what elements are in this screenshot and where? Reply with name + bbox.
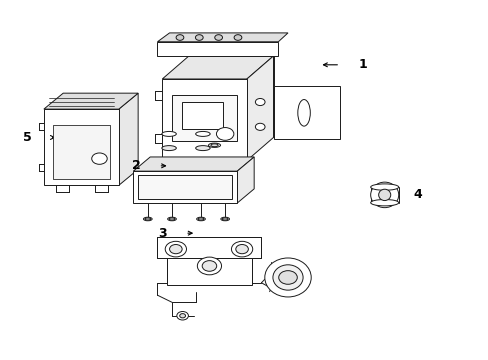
Ellipse shape — [221, 217, 229, 221]
Circle shape — [214, 35, 222, 40]
Bar — [138, 175, 232, 199]
Circle shape — [197, 257, 221, 275]
Ellipse shape — [264, 258, 310, 297]
Polygon shape — [119, 93, 138, 185]
Polygon shape — [162, 79, 246, 161]
Circle shape — [180, 314, 185, 318]
Circle shape — [165, 241, 186, 257]
Ellipse shape — [370, 184, 398, 190]
Polygon shape — [162, 56, 273, 79]
Circle shape — [92, 153, 107, 164]
Circle shape — [169, 244, 182, 254]
Ellipse shape — [304, 100, 315, 126]
Circle shape — [177, 311, 188, 320]
Polygon shape — [188, 56, 273, 138]
Ellipse shape — [272, 265, 303, 290]
Text: 4: 4 — [413, 188, 422, 201]
Ellipse shape — [378, 189, 390, 201]
Text: 2: 2 — [132, 159, 140, 172]
Ellipse shape — [167, 217, 176, 221]
Ellipse shape — [162, 131, 176, 136]
Ellipse shape — [198, 218, 203, 220]
Ellipse shape — [162, 145, 176, 150]
Ellipse shape — [297, 100, 310, 126]
Polygon shape — [157, 42, 278, 56]
Polygon shape — [237, 157, 254, 203]
Circle shape — [255, 99, 264, 105]
Ellipse shape — [143, 217, 152, 221]
Ellipse shape — [196, 217, 205, 221]
Circle shape — [235, 244, 248, 254]
Polygon shape — [246, 56, 273, 161]
Ellipse shape — [169, 218, 175, 220]
Polygon shape — [133, 157, 254, 171]
Bar — [181, 102, 223, 129]
Ellipse shape — [222, 218, 227, 220]
Ellipse shape — [208, 143, 220, 147]
Circle shape — [216, 127, 233, 140]
Text: 3: 3 — [158, 227, 167, 240]
Polygon shape — [44, 109, 119, 185]
Polygon shape — [167, 258, 251, 284]
Ellipse shape — [195, 145, 210, 150]
Ellipse shape — [144, 218, 150, 220]
Bar — [172, 95, 237, 141]
Polygon shape — [157, 237, 261, 258]
Circle shape — [195, 35, 203, 40]
Circle shape — [231, 241, 252, 257]
Bar — [53, 125, 110, 179]
Circle shape — [202, 261, 216, 271]
Circle shape — [255, 123, 264, 130]
Ellipse shape — [370, 199, 398, 206]
Ellipse shape — [195, 131, 210, 136]
Circle shape — [234, 35, 242, 40]
Polygon shape — [133, 171, 237, 203]
Circle shape — [278, 271, 297, 284]
Text: 1: 1 — [357, 58, 366, 71]
Ellipse shape — [210, 144, 218, 147]
Polygon shape — [44, 93, 138, 109]
Text: 5: 5 — [23, 131, 32, 144]
Circle shape — [176, 35, 183, 40]
Polygon shape — [274, 86, 340, 139]
Ellipse shape — [370, 182, 398, 208]
Polygon shape — [157, 33, 287, 42]
